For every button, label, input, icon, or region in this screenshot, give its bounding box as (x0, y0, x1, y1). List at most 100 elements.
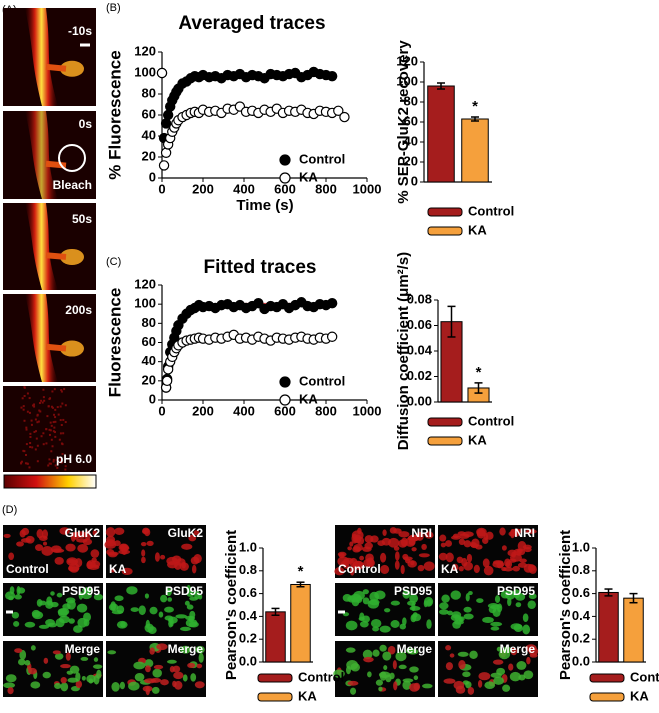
noise (54, 416, 57, 419)
puncta (140, 542, 147, 547)
noise (29, 432, 32, 435)
puncta (42, 671, 51, 679)
noise (20, 460, 23, 463)
noise (50, 438, 53, 441)
puncta (334, 567, 345, 576)
image-label: Bleach (53, 178, 92, 192)
puncta (488, 606, 497, 614)
y-tick-label: 40 (404, 133, 418, 148)
puncta (463, 606, 472, 613)
noise (36, 414, 39, 417)
puncta (114, 527, 125, 535)
puncta (345, 647, 356, 653)
puncta (463, 561, 474, 571)
puncta (91, 557, 97, 563)
puncta (145, 665, 151, 673)
puncta (120, 621, 126, 628)
y-tick-label: 20 (404, 153, 418, 168)
puncta (144, 678, 156, 684)
puncta (196, 663, 203, 669)
data-point (326, 331, 338, 342)
puncta (81, 591, 92, 600)
puncta (394, 560, 400, 570)
puncta (500, 590, 510, 599)
puncta (359, 555, 364, 561)
y-tick-label: 0.00 (407, 393, 432, 408)
puncta (458, 538, 466, 546)
noise (50, 450, 53, 453)
noise (61, 453, 64, 456)
error-bar (296, 581, 305, 588)
noise (56, 406, 59, 409)
legend-label: Control (299, 373, 345, 388)
noise (53, 426, 56, 429)
puncta (188, 534, 197, 542)
noise (63, 388, 66, 391)
puncta (32, 611, 44, 620)
puncta (128, 681, 140, 691)
puncta (84, 530, 91, 540)
y-tick-label: 0.02 (407, 368, 432, 383)
puncta (173, 671, 184, 680)
puncta (68, 566, 80, 572)
data-point (333, 105, 344, 117)
puncta (342, 594, 352, 602)
y-tick-label: 40 (142, 353, 156, 368)
puncta (451, 563, 459, 571)
puncta (522, 613, 529, 623)
noise (26, 410, 29, 413)
noise (25, 443, 28, 446)
noise (25, 428, 28, 431)
puncta (39, 600, 47, 606)
puncta (458, 659, 466, 670)
y-tick-label: 40 (142, 127, 156, 142)
puncta (477, 680, 483, 688)
puncta (423, 561, 435, 571)
image-label: Control (338, 562, 381, 576)
puncta (413, 682, 421, 691)
image-label: PSD95 (62, 584, 100, 598)
noise (42, 443, 45, 446)
puncta (462, 680, 470, 685)
noise (30, 419, 33, 422)
image-label: KA (441, 562, 459, 576)
y-tick-label: 0.2 (239, 631, 257, 646)
puncta (81, 675, 86, 681)
puncta (24, 660, 31, 666)
puncta (400, 564, 405, 575)
puncta (50, 545, 62, 553)
puncta (77, 543, 89, 553)
puncta (517, 548, 523, 554)
puncta (175, 614, 188, 619)
error-bar (437, 82, 445, 90)
noise (59, 405, 62, 408)
image-label: NRI (411, 526, 432, 540)
puncta (13, 621, 20, 627)
puncta (19, 649, 27, 660)
puncta (30, 645, 36, 651)
puncta (45, 600, 54, 609)
noise (31, 446, 34, 449)
puncta (43, 541, 48, 546)
puncta (498, 649, 511, 660)
puncta (58, 615, 70, 624)
puncta (456, 556, 464, 564)
puncta (194, 590, 201, 600)
puncta (69, 665, 80, 674)
puncta (465, 593, 470, 602)
noise (25, 426, 28, 429)
noise (62, 432, 65, 435)
puncta (482, 616, 494, 624)
y-axis-label: % Fluorescence (105, 50, 124, 179)
puncta (147, 626, 157, 634)
puncta (522, 544, 532, 550)
puncta (104, 540, 117, 549)
puncta (193, 530, 200, 536)
data-point (326, 298, 338, 309)
noise (22, 449, 25, 452)
x-tick-label: 200 (192, 181, 214, 196)
puncta (121, 567, 133, 576)
puncta (354, 534, 362, 544)
puncta (362, 546, 372, 552)
